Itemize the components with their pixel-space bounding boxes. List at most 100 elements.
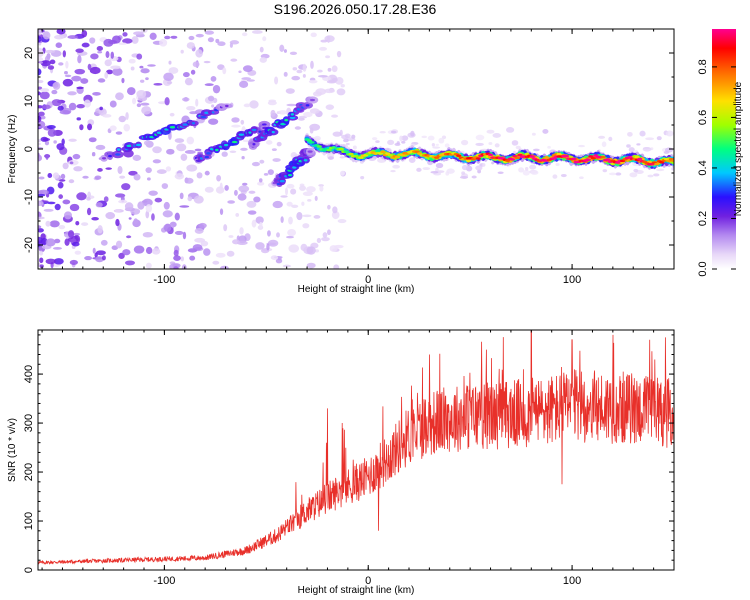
- noise-blob: [515, 145, 521, 150]
- noise-blob: [153, 82, 163, 86]
- noise-blob: [497, 171, 504, 174]
- noise-blob: [306, 186, 316, 193]
- noise-blob: [248, 190, 256, 194]
- noise-blob: [231, 117, 240, 123]
- noise-blob: [174, 212, 180, 221]
- noise-blob: [53, 140, 57, 144]
- noise-blob: [210, 76, 217, 82]
- y-tick-label: 100: [23, 512, 35, 530]
- noise-blob: [292, 67, 298, 71]
- noise-blob: [239, 80, 249, 88]
- noise-blob: [39, 264, 44, 269]
- branch-mark: [292, 166, 297, 169]
- colorbar-gradient: [712, 29, 736, 269]
- noise-blob: [46, 124, 56, 130]
- noise-blob: [42, 137, 51, 142]
- noise-blob: [530, 170, 539, 175]
- noise-blob: [310, 32, 317, 38]
- noise-blob: [184, 77, 193, 86]
- snr-frame: [37, 329, 675, 571]
- noise-blob: [64, 71, 68, 75]
- noise-blob: [148, 190, 158, 196]
- branch-mark: [101, 157, 107, 160]
- branch-mark: [252, 143, 256, 146]
- noise-blob: [180, 49, 184, 54]
- colorbar-tick-label: 0.6: [697, 110, 709, 125]
- noise-blob: [601, 141, 607, 148]
- noise-blob: [100, 239, 108, 246]
- noise-blob: [655, 168, 665, 172]
- noise-blob: [272, 200, 283, 209]
- noise-blob: [119, 175, 126, 179]
- noise-blob: [103, 196, 109, 203]
- branch-mark: [116, 148, 121, 151]
- noise-blob: [345, 142, 350, 146]
- ridge-mark: [514, 156, 521, 160]
- noise-blob: [58, 62, 64, 66]
- y-tick-label: 300: [23, 414, 35, 432]
- x-tick-label: -100: [153, 575, 175, 587]
- branch-mark: [284, 118, 289, 122]
- noise-blob: [71, 241, 80, 247]
- branch-mark: [108, 154, 112, 158]
- noise-blob: [170, 35, 178, 39]
- noise-blob: [645, 137, 655, 141]
- noise-blob: [38, 105, 44, 109]
- noise-blob: [104, 71, 109, 79]
- y-tick-label: 0: [23, 146, 35, 152]
- noise-blob: [86, 207, 92, 216]
- noise-blob: [626, 144, 631, 148]
- noise-blob: [112, 35, 122, 44]
- noise-blob: [459, 175, 469, 179]
- noise-blob: [283, 71, 288, 77]
- noise-blob: [598, 135, 606, 139]
- branch-mark: [200, 115, 207, 119]
- noise-blob: [627, 131, 633, 137]
- noise-blob: [47, 128, 57, 137]
- noise-blob: [301, 201, 305, 206]
- noise-blob: [387, 139, 395, 146]
- noise-blob: [633, 168, 639, 173]
- noise-blob: [351, 134, 356, 139]
- noise-blob: [360, 175, 365, 180]
- snr-y-ticks: 0 100 200 300 400: [23, 334, 674, 573]
- ridge-mark: [326, 148, 332, 152]
- noise-blob: [182, 231, 187, 240]
- noise-blob: [522, 169, 530, 176]
- noise-blob: [303, 111, 313, 118]
- ridge-mark: [585, 158, 591, 162]
- ridge-mark: [306, 139, 313, 142]
- noise-blob: [163, 201, 170, 210]
- noise-blob: [461, 171, 466, 175]
- noise-blob: [259, 46, 264, 53]
- noise-blob: [227, 200, 236, 204]
- noise-blob: [46, 201, 56, 205]
- colorbar-label: Normalized spectral amplitude: [733, 81, 744, 216]
- noise-blob: [102, 114, 112, 118]
- noise-blob: [69, 259, 78, 265]
- noise-blob: [216, 174, 222, 182]
- noise-blob: [152, 146, 162, 154]
- noise-blob: [482, 162, 486, 167]
- noise-blob: [639, 130, 646, 137]
- noise-blob: [95, 256, 104, 263]
- noise-blob: [285, 88, 295, 94]
- noise-blob: [45, 49, 56, 54]
- noise-blob: [38, 120, 46, 129]
- noise-blob: [286, 201, 293, 207]
- noise-blob: [302, 223, 310, 229]
- noise-blob: [54, 34, 65, 40]
- noise-blob: [97, 78, 106, 83]
- noise-blob: [145, 204, 153, 213]
- noise-blob: [223, 224, 228, 232]
- noise-blob: [294, 126, 302, 130]
- noise-blob: [307, 199, 312, 202]
- noise-blob: [274, 76, 279, 85]
- noise-blob: [115, 131, 123, 135]
- noise-blob: [241, 77, 252, 80]
- noise-blob: [38, 189, 49, 195]
- noise-blob: [435, 143, 439, 147]
- noise-blob: [435, 162, 444, 169]
- noise-blob: [52, 172, 60, 179]
- ridge-mark: [671, 159, 674, 163]
